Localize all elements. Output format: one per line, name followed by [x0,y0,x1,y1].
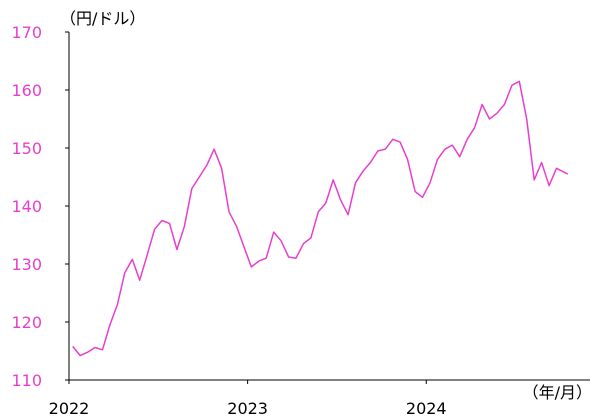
y-axis-unit-label: （円/ドル） [60,9,145,28]
x-tick-label: 2024 [406,399,447,417]
y-tick-label: 160 [11,81,42,100]
y-tick-label: 130 [11,255,42,274]
x-axis-ticks: 2022 2023 2024 [49,380,447,417]
y-tick-label: 110 [11,371,42,390]
y-axis-ticks: 110 120 130 140 150 160 170 [11,23,69,390]
x-tick-label: 2022 [49,399,90,417]
y-tick-label: 120 [11,313,42,332]
x-tick-label: 2023 [227,399,268,417]
y-tick-label: 150 [11,139,42,158]
usd-jpy-series-line [72,80,569,357]
x-axis-unit-label: （年/月） [523,383,592,402]
y-tick-label: 170 [11,23,42,42]
y-tick-label: 140 [11,197,42,216]
